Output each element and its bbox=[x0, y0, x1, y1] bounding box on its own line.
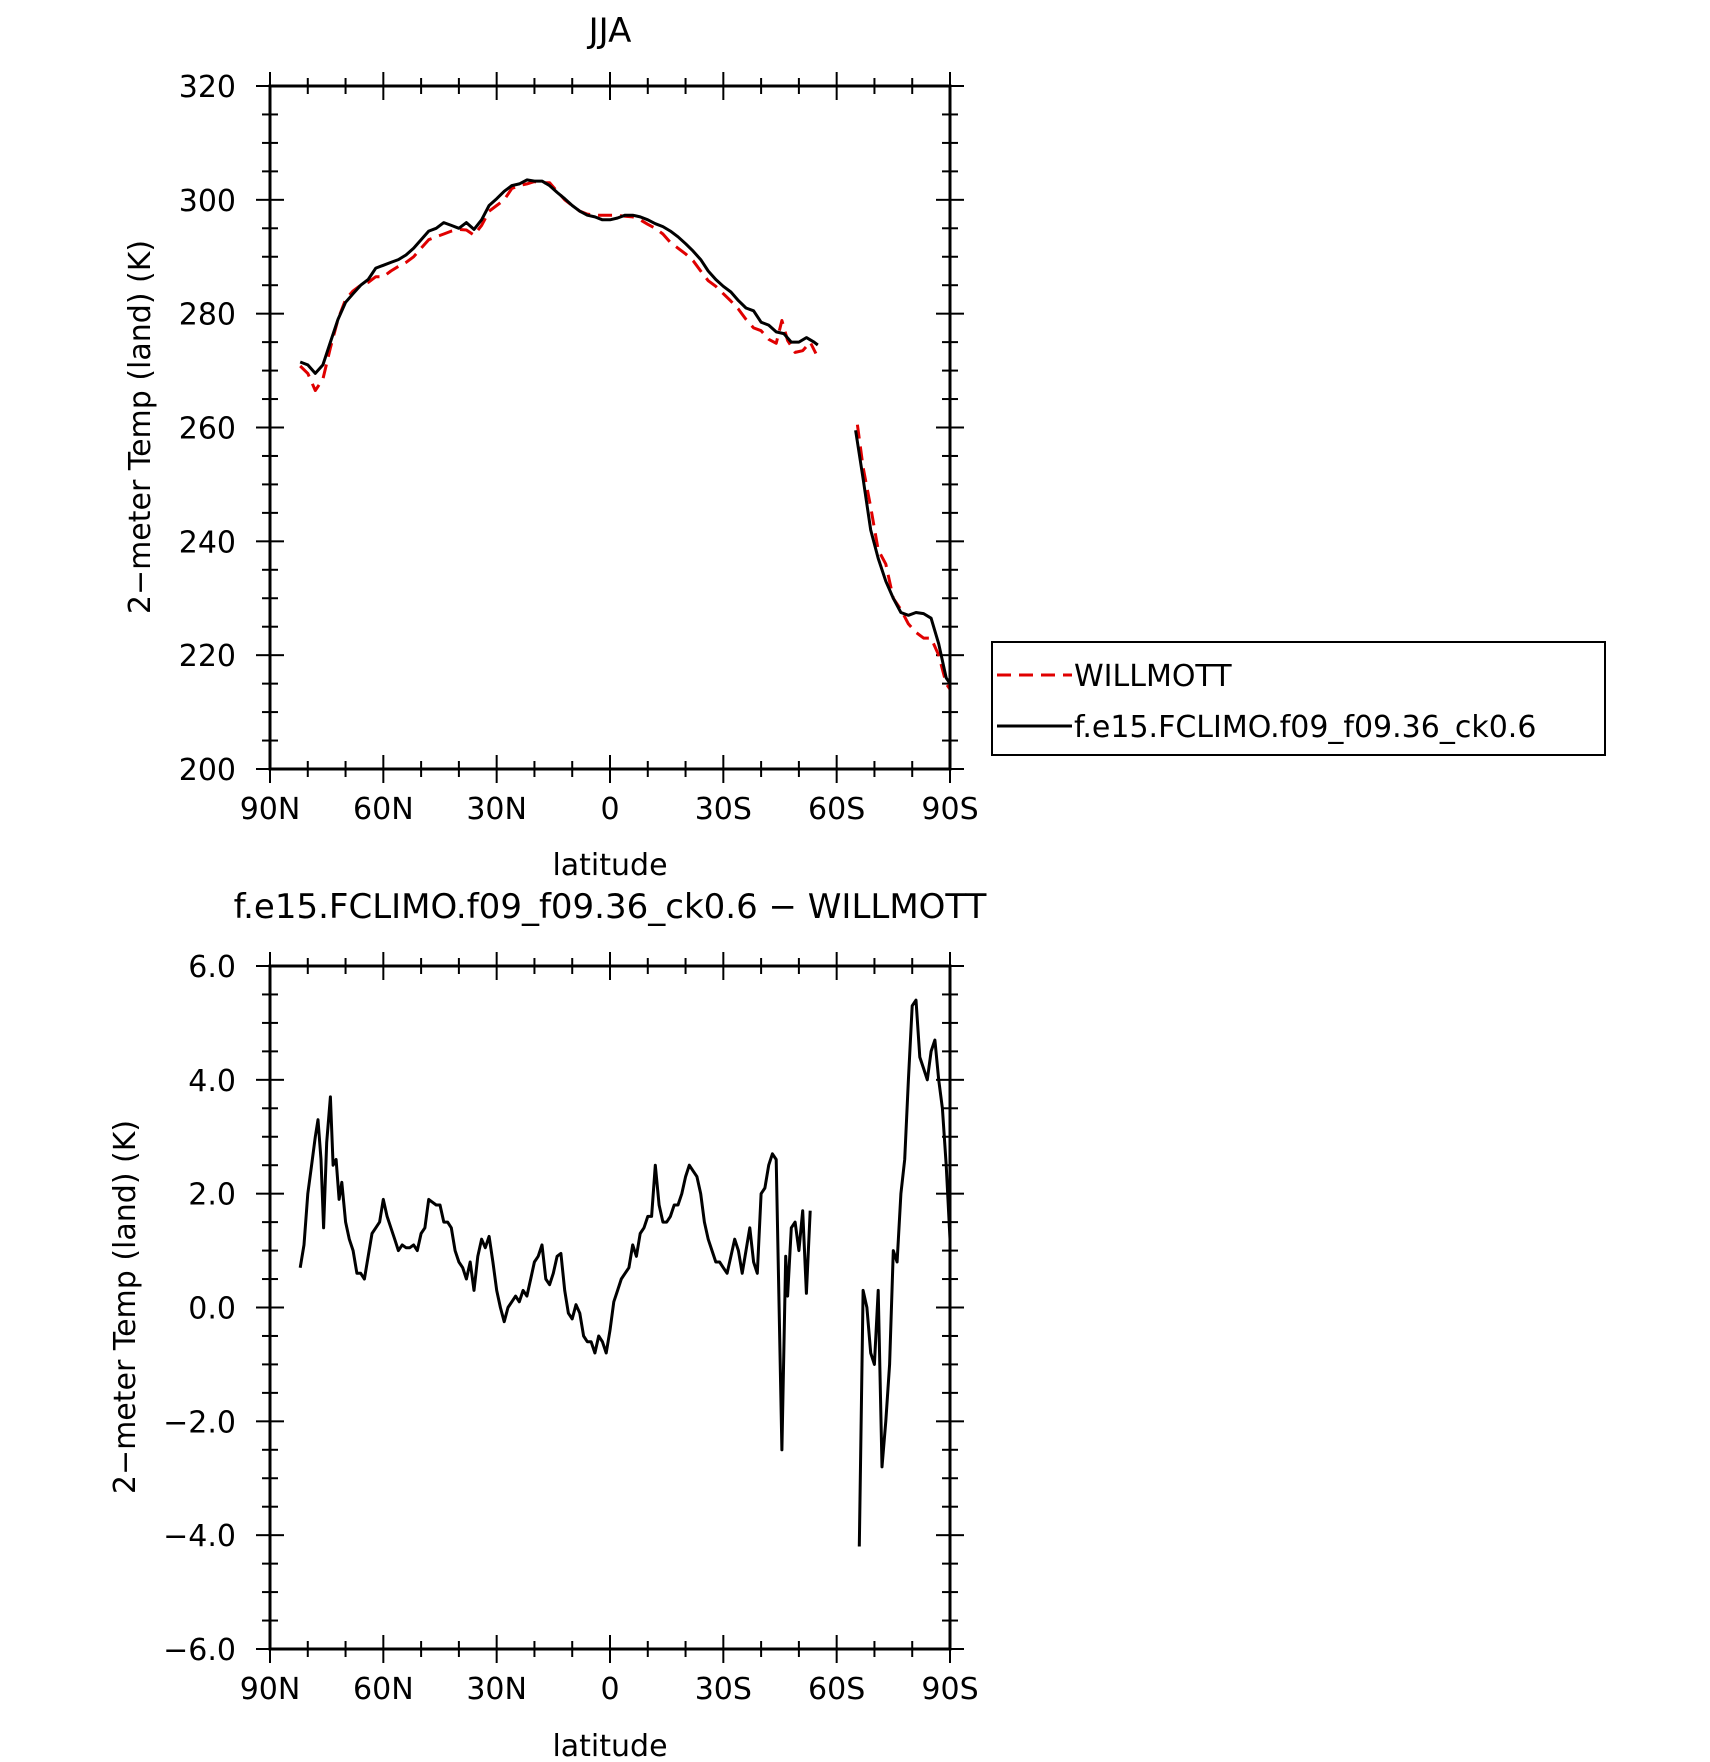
bottom-chart-ytick-label: 0.0 bbox=[188, 1292, 236, 1327]
legend-willmott-label: WILLMOTT bbox=[1074, 659, 1232, 694]
bottom-chart-frame bbox=[268, 964, 952, 1651]
top-chart-ytick-label: 200 bbox=[179, 753, 236, 788]
bottom-chart-series-0-line-segment-1 bbox=[857, 998, 952, 1547]
bottom-chart-xtick-label: 30S bbox=[695, 1672, 752, 1707]
top-chart-frame bbox=[268, 84, 952, 771]
top-chart-ytick-label: 320 bbox=[179, 70, 236, 105]
top-chart-xtick-label: 60N bbox=[353, 792, 414, 827]
bottom-chart-xlabel: latitude bbox=[552, 1729, 667, 1762]
top-chart-ytick-label: 280 bbox=[179, 298, 236, 333]
bottom-chart-ytick-label: 6.0 bbox=[188, 950, 236, 985]
top-chart-title: JJA bbox=[587, 11, 632, 51]
bottom-chart-ytick-label: 4.0 bbox=[188, 1064, 236, 1099]
top-chart-xlabel: latitude bbox=[552, 848, 667, 883]
bottom-chart-series-0-line-segment-0 bbox=[298, 1095, 812, 1452]
bottom-chart-ytick-label: −6.0 bbox=[163, 1633, 236, 1668]
bottom-chart-xtick-label: 60N bbox=[353, 1672, 414, 1707]
legend: WILLMOTT f.e15.FCLIMO.f09_f09.36_ck0.6 bbox=[991, 641, 1606, 756]
bottom-chart-xtick-label: 90N bbox=[240, 1672, 301, 1707]
top-chart-xtick-label: 30S bbox=[695, 792, 752, 827]
top-chart-series-0-line-segment-1 bbox=[855, 424, 952, 691]
top-chart-xtick-label: 30N bbox=[466, 792, 527, 827]
top-chart-xtick-label: 90S bbox=[921, 792, 978, 827]
bottom-chart-ytick-label: −2.0 bbox=[163, 1405, 236, 1440]
top-chart-series-0-line-segment-0 bbox=[299, 180, 818, 392]
top-chart-series-1-line-segment-0 bbox=[299, 178, 819, 375]
bottom-chart-ytick-label: −4.0 bbox=[163, 1519, 236, 1554]
top-chart-series-1-line-segment-1 bbox=[854, 430, 952, 685]
top-chart-ytick-label: 220 bbox=[179, 639, 236, 674]
top-chart-xtick-label: 60S bbox=[808, 792, 865, 827]
bottom-chart-xtick-label: 0 bbox=[600, 1672, 619, 1707]
bottom-chart-xtick-label: 90S bbox=[921, 1672, 978, 1707]
top-chart-ytick-label: 240 bbox=[179, 525, 236, 560]
top-chart-xtick-label: 90N bbox=[240, 792, 301, 827]
bottom-chart-ytick-label: 2.0 bbox=[188, 1178, 236, 1213]
legend-box bbox=[991, 641, 1606, 756]
top-chart-ylabel: 2−meter Temp (land) (K) bbox=[123, 240, 158, 614]
top-chart-ytick-label: 300 bbox=[179, 184, 236, 219]
bottom-chart-xtick-label: 30N bbox=[466, 1672, 527, 1707]
bottom-chart-xtick-label: 60S bbox=[808, 1672, 865, 1707]
top-chart-xtick-label: 0 bbox=[600, 792, 619, 827]
bottom-chart-panel: f.e15.FCLIMO.f09_f09.36_ck0.6 − WILLMOTT… bbox=[108, 887, 987, 1762]
top-chart-panel: JJA 90N 60N 30N 0 30S 60S 90S 200 220 240 260 280 30… bbox=[123, 11, 1606, 883]
bottom-chart-title: f.e15.FCLIMO.f09_f09.36_ck0.6 − WILLMOTT bbox=[234, 887, 987, 927]
legend-model-label: f.e15.FCLIMO.f09_f09.36_ck0.6 bbox=[1074, 710, 1536, 745]
top-chart-ytick-label: 260 bbox=[179, 412, 236, 447]
bottom-chart-ylabel: 2−meter Temp (land) (K) bbox=[108, 1120, 143, 1494]
